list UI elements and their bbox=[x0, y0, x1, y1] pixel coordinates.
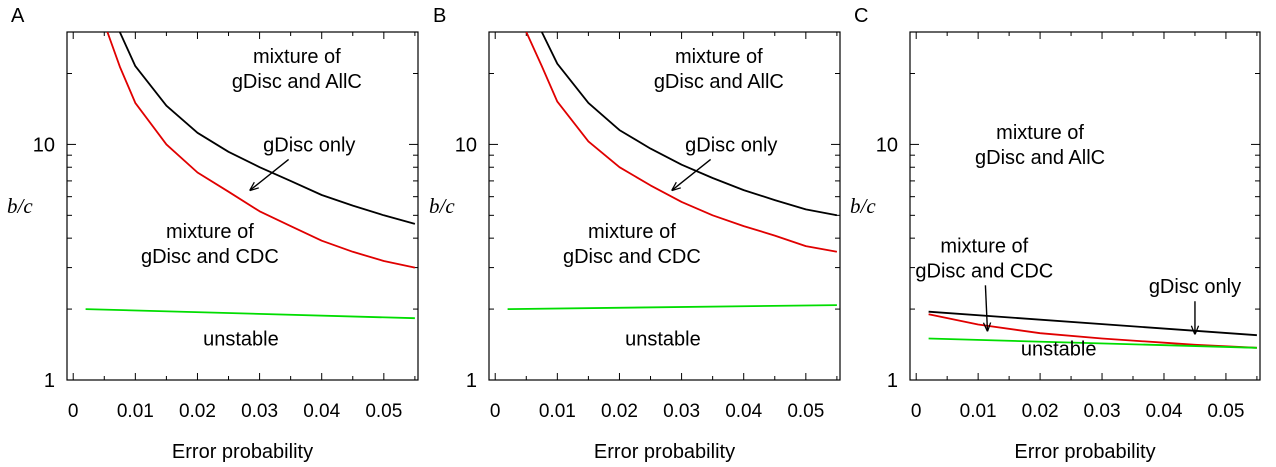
series-line-1 bbox=[525, 32, 838, 253]
panel-c: C 0 0.01 0.02 0.03 0.04 0.05 1 10 Error probabili… bbox=[850, 5, 1261, 463]
x-tick-label: 0.05 bbox=[787, 401, 824, 422]
x-tick-label: 0.04 bbox=[1145, 401, 1182, 422]
annotation-text: gDisc and AllC bbox=[975, 147, 1105, 169]
annotation: gDisc only bbox=[250, 134, 355, 190]
annotation-arrow bbox=[250, 158, 290, 190]
annotation-text: gDisc only bbox=[263, 134, 355, 156]
x-tick-label: 0.01 bbox=[117, 401, 154, 422]
series-line-0 bbox=[540, 32, 838, 217]
annotation: mixture of gDisc and CDC bbox=[915, 235, 1053, 330]
plot-frame bbox=[488, 31, 841, 381]
y-axis-label: b/c bbox=[429, 194, 455, 218]
annotation-text: unstable bbox=[625, 329, 701, 351]
annotation-text: mixture of bbox=[588, 221, 676, 243]
x-tick-label: 0 bbox=[68, 401, 79, 422]
annotation-text: gDisc and AllC bbox=[232, 71, 362, 93]
annotation-text: gDisc and CDC bbox=[563, 246, 701, 268]
series-line-0 bbox=[118, 32, 416, 225]
x-tick-label: 0.05 bbox=[365, 401, 402, 422]
annotation: mixture of gDisc and CDC bbox=[563, 221, 701, 268]
x-tick-label: 0.01 bbox=[539, 401, 576, 422]
series-line-2 bbox=[85, 308, 415, 320]
annotation: mixture of gDisc and CDC bbox=[141, 221, 279, 268]
panel-a: A 0 0.01 0.02 0.03 0.04 0.05 1 10 Error probabili… bbox=[7, 5, 419, 463]
panel-label: A bbox=[11, 5, 25, 27]
x-tick-label: 0.02 bbox=[179, 401, 216, 422]
annotation-text: mixture of bbox=[675, 46, 763, 68]
x-tick-label: 0.03 bbox=[241, 401, 278, 422]
panel-label: B bbox=[433, 5, 446, 27]
x-tick-label: 0 bbox=[490, 401, 501, 422]
y-axis-label: b/c bbox=[7, 194, 33, 218]
plot-frame bbox=[66, 31, 419, 381]
plot-frame bbox=[909, 31, 1261, 381]
y-tick-label: 1 bbox=[887, 370, 898, 392]
series-line-2 bbox=[928, 337, 1257, 349]
annotation: mixture of gDisc and AllC bbox=[975, 122, 1105, 169]
series-line-2 bbox=[507, 304, 837, 310]
series-line-1 bbox=[106, 32, 416, 269]
x-tick-label: 0.03 bbox=[663, 401, 700, 422]
panel-b: B 0 0.01 0.02 0.03 0.04 0.05 1 10 Error probabili… bbox=[429, 5, 841, 463]
y-tick-label: 1 bbox=[466, 370, 477, 392]
x-tick-label: 0.02 bbox=[1022, 401, 1059, 422]
y-tick-label: 1 bbox=[44, 370, 55, 392]
annotation-text: mixture of bbox=[940, 235, 1028, 257]
x-tick-label: 0.05 bbox=[1207, 401, 1244, 422]
y-tick-label: 10 bbox=[33, 134, 55, 156]
y-tick-label: 10 bbox=[876, 134, 898, 156]
annotation-text: mixture of bbox=[253, 46, 341, 68]
annotation-text: gDisc and CDC bbox=[141, 246, 279, 268]
x-tick-label: 0.02 bbox=[601, 401, 638, 422]
annotation-text: unstable bbox=[203, 329, 279, 351]
annotation-text: mixture of bbox=[996, 122, 1084, 144]
annotation: mixture of gDisc and AllC bbox=[654, 46, 784, 93]
annotation-text: mixture of bbox=[166, 221, 254, 243]
x-axis-label: Error probability bbox=[594, 441, 735, 463]
annotation-text: gDisc only bbox=[1149, 276, 1241, 298]
annotation: unstable bbox=[1021, 339, 1097, 361]
x-tick-label: 0.01 bbox=[960, 401, 997, 422]
x-tick-label: 0.03 bbox=[1084, 401, 1121, 422]
annotation-text: gDisc and AllC bbox=[654, 71, 784, 93]
x-axis-label: Error probability bbox=[172, 441, 313, 463]
annotation: mixture of gDisc and AllC bbox=[232, 46, 362, 93]
annotation-arrow bbox=[985, 285, 987, 330]
annotation-text: unstable bbox=[1021, 339, 1097, 361]
y-tick-label: 10 bbox=[455, 134, 477, 156]
x-tick-label: 0.04 bbox=[725, 401, 762, 422]
annotation: gDisc only bbox=[672, 134, 777, 190]
annotation-text: gDisc only bbox=[685, 134, 777, 156]
annotation: unstable bbox=[203, 329, 279, 351]
x-axis-label: Error probability bbox=[1014, 441, 1155, 463]
panel-label: C bbox=[854, 5, 868, 27]
x-tick-label: 0.04 bbox=[303, 401, 340, 422]
y-axis-label: b/c bbox=[850, 194, 876, 218]
annotation-text: gDisc and CDC bbox=[915, 260, 1053, 282]
annotation-arrow bbox=[672, 158, 712, 190]
series-line-0 bbox=[928, 310, 1257, 337]
annotation: gDisc only bbox=[1149, 276, 1241, 334]
annotation: unstable bbox=[625, 329, 701, 351]
x-tick-label: 0 bbox=[911, 401, 922, 422]
